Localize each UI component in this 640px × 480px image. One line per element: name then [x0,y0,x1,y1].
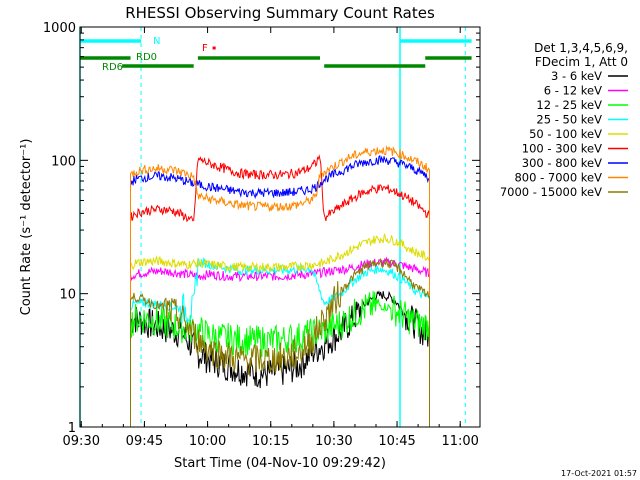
y-tick-label-2: 100 [51,154,76,169]
y-axis-label: Count Rate (s⁻¹ detector⁻¹) [19,139,34,316]
series-line-7 [130,145,430,427]
x-tick-label-1: 09:45 [126,434,163,449]
legend-label-5: 100 - 300 keV [522,142,602,156]
legend-label-8: 7000 - 15000 keV [500,185,602,199]
legend-label-6: 300 - 800 keV [522,156,602,170]
legend-label-2: 12 - 25 keV [536,98,602,112]
legend-header-line-2: FDecim 1, Att 0 [535,55,628,69]
chart-title: RHESSI Observing Summary Count Rates [125,4,435,22]
series-line-5 [130,154,430,427]
x-tick-label-3: 10:15 [252,434,289,449]
plot-frame [79,26,481,428]
series-line-4 [130,232,430,427]
legend-header-line-1: Det 1,3,4,5,6,9, [534,41,628,55]
x-tick-label-0: 09:30 [63,434,100,449]
series-line-6 [130,154,430,427]
x-tick-label-5: 10:45 [378,434,415,449]
flare-bar-label: F [202,43,208,54]
footer-timestamp: 17-Oct-2021 01:57 [561,469,637,478]
x-tick-label-6: 11:00 [441,434,478,449]
x-axis: 09:30 09:45 10:00 10:15 10:30 10:45 11:00 [63,27,479,449]
y-axis: 1 10 100 1000 [43,21,480,436]
plot-area: N RD0 RD6 F [79,27,472,427]
night-bar-label: N [153,36,160,47]
legend-label-1: 6 - 12 keV [544,84,602,98]
x-tick-label-2: 10:00 [189,434,226,449]
legend-label-4: 50 - 100 keV [529,127,602,141]
legend: Det 1,3,4,5,6,9, FDecim 1, Att 0 3 - 6 k… [500,41,628,199]
legend-label-7: 800 - 7000 keV [514,171,602,185]
legend-label-0: 3 - 6 keV [551,69,602,83]
legend-label-3: 25 - 50 keV [536,113,602,127]
y-tick-label-1: 10 [59,288,76,303]
flare-marker [212,46,216,50]
y-tick-label-3: 1000 [43,21,76,36]
series-line-8 [130,258,430,427]
y-tick-label-0: 1 [68,421,76,436]
rd0-bar-label: RD0 [136,52,157,63]
rd6-bar-label: RD6 [102,62,123,73]
x-tick-label-4: 10:30 [315,434,352,449]
x-axis-label: Start Time (04-Nov-10 09:29:42) [174,456,386,471]
